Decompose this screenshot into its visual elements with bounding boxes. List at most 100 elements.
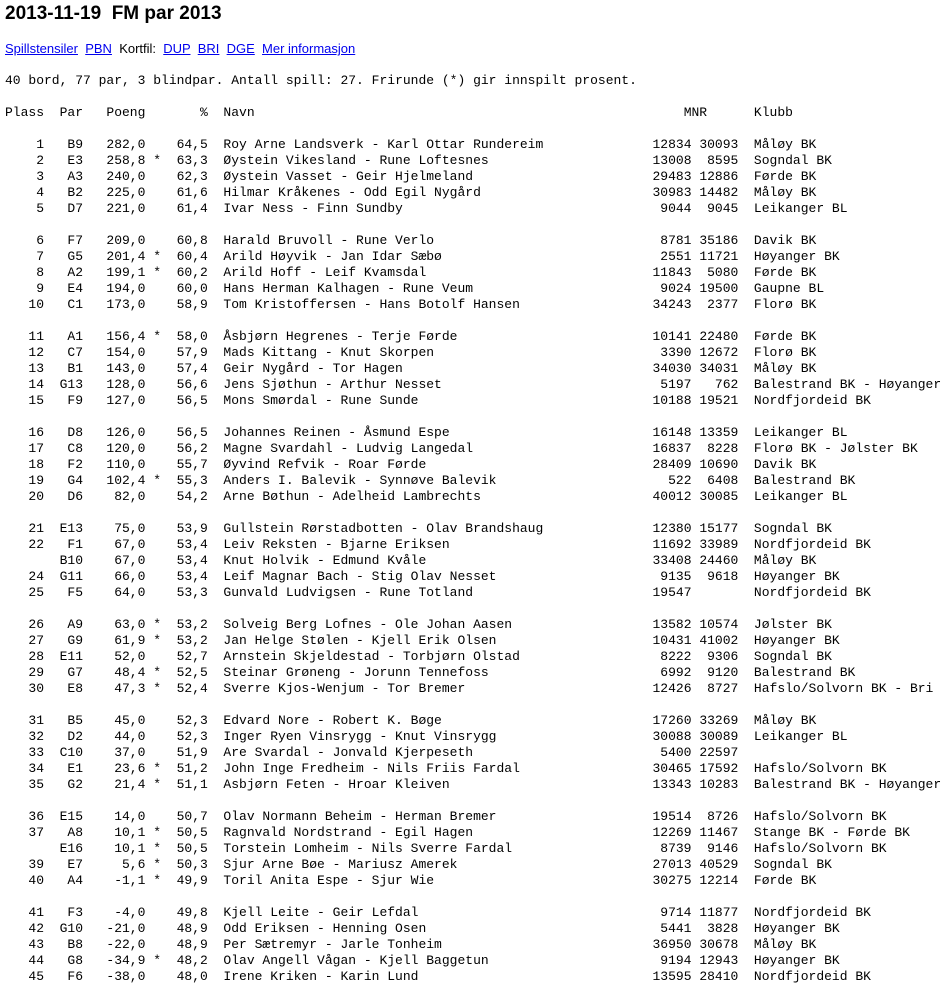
cell-klubb: Sogndal BK <box>753 153 832 168</box>
pbn-link[interactable]: PBN <box>85 41 112 56</box>
bri-link[interactable]: BRI <box>197 41 220 56</box>
cell-navn: Åsbjørn Hegrenes - Terje Førde <box>223 329 458 344</box>
cell-par: E1 <box>67 761 83 776</box>
cell-mnr-2: 10690 <box>699 457 739 472</box>
cell-poeng: 282,0 <box>106 137 146 152</box>
cell-mnr-1: 19547 <box>652 585 692 600</box>
cell-navn: Kjell Leite - Geir Lefdal <box>223 905 419 920</box>
cell-percent: 57,9 <box>176 345 208 360</box>
cell-mnr-1: 9714 <box>660 905 692 920</box>
table-row: B10 67,0 53,4 Knut Holvik - Edmund Kvåle 334… <box>5 553 948 569</box>
table-header: Plass Par Poeng % Navn MNR Klubb <box>5 105 948 121</box>
cell-mnr-1: 11843 <box>652 265 692 280</box>
cell-poeng: 102,4 <box>106 473 146 488</box>
cell-klubb: Høyanger BK <box>753 633 840 648</box>
cell-poeng: 21,4 <box>114 777 146 792</box>
cell-percent: 53,4 <box>176 537 208 552</box>
cell-mnr-1: 16837 <box>652 441 692 456</box>
cell-plass: 14 <box>28 377 44 392</box>
cell-par: G8 <box>67 953 83 968</box>
cell-mnr-1: 13582 <box>652 617 692 632</box>
group-spacer <box>5 601 948 617</box>
cell-mnr-1: 13343 <box>652 777 692 792</box>
cell-poeng: -22,0 <box>106 937 146 952</box>
cell-poeng: 201,4 <box>106 249 146 264</box>
table-row: 34 E1 23,6 * 51,2 John Inge Fredheim - Nils F… <box>5 761 948 777</box>
cell-klubb: Florø BK <box>753 297 817 312</box>
cell-mnr-1: 30275 <box>652 873 692 888</box>
header-percent: % <box>200 105 208 120</box>
cell-frirunde: * <box>153 953 162 968</box>
mer-informasjon-link[interactable]: Mer informasjon <box>262 41 356 56</box>
cell-klubb: Måløy BK <box>753 937 817 952</box>
cell-percent: 49,9 <box>176 873 208 888</box>
cell-plass: 44 <box>28 953 44 968</box>
cell-percent: 53,3 <box>176 585 208 600</box>
cell-plass: 15 <box>28 393 44 408</box>
cell-mnr-1: 17260 <box>652 713 692 728</box>
cell-klubb: Nordfjordeid BK <box>753 905 871 920</box>
cell-par: F5 <box>67 585 83 600</box>
cell-navn: Hans Herman Kalhagen - Rune Veum <box>223 281 474 296</box>
cell-plass: 39 <box>28 857 44 872</box>
cell-mnr-1: 40012 <box>652 489 692 504</box>
table-row: 27 G9 61,9 * 53,2 Jan Helge Stølen - Kjell Er… <box>5 633 948 649</box>
cell-mnr-2: 9306 <box>707 649 739 664</box>
cell-par: A1 <box>67 329 83 344</box>
cell-percent: 48,0 <box>176 969 208 984</box>
cell-mnr-1: 12834 <box>652 137 692 152</box>
cell-frirunde: * <box>153 825 162 840</box>
cell-mnr-1: 12426 <box>652 681 692 696</box>
cell-klubb: Høyanger BK <box>753 953 840 968</box>
cell-mnr-1: 13595 <box>652 969 692 984</box>
cell-mnr-2: 8595 <box>707 153 739 168</box>
group-spacer <box>5 505 948 521</box>
cell-plass: 8 <box>36 265 44 280</box>
table-row: 26 A9 63,0 * 53,2 Solveig Berg Lofnes - Ole J… <box>5 617 948 633</box>
cell-frirunde: * <box>153 665 162 680</box>
cell-frirunde: * <box>153 761 162 776</box>
cell-plass: 18 <box>28 457 44 472</box>
cell-percent: 49,8 <box>176 905 208 920</box>
cell-frirunde: * <box>153 249 162 264</box>
spillstensiler-link[interactable]: Spillstensiler <box>5 41 78 56</box>
cell-percent: 48,9 <box>176 921 208 936</box>
cell-mnr-1: 30465 <box>652 761 692 776</box>
cell-percent: 53,9 <box>176 521 208 536</box>
cell-mnr-2: 762 <box>714 377 739 392</box>
cell-plass: 7 <box>36 249 44 264</box>
cell-poeng: 75,0 <box>114 521 146 536</box>
cell-plass: 45 <box>28 969 44 984</box>
table-row: 13 B1 143,0 57,4 Geir Nygård - Tor Hagen 3403… <box>5 361 948 377</box>
cell-klubb: Balestrand BK <box>753 473 856 488</box>
cell-klubb: Davik BK <box>753 457 817 472</box>
cell-percent: 53,2 <box>176 617 208 632</box>
cell-percent: 58,0 <box>176 329 208 344</box>
cell-percent: 57,4 <box>176 361 208 376</box>
cell-navn: Solveig Berg Lofnes - Ole Johan Aasen <box>223 617 513 632</box>
dup-link[interactable]: DUP <box>163 41 191 56</box>
cell-navn: Knut Holvik - Edmund Kvåle <box>223 553 427 568</box>
cell-navn: Arne Bøthun - Adelheid Lambrechts <box>223 489 481 504</box>
results-table: Plass Par Poeng % Navn MNR Klubb 1 B9 282,… <box>5 105 948 985</box>
cell-par: G2 <box>67 777 83 792</box>
cell-mnr-2: 10283 <box>699 777 739 792</box>
dge-link[interactable]: DGE <box>226 41 255 56</box>
cell-percent: 51,2 <box>176 761 208 776</box>
cell-navn: Leiv Reksten - Bjarne Eriksen <box>223 537 450 552</box>
cell-percent: 64,5 <box>176 137 208 152</box>
table-row: 43 B8 -22,0 48,9 Per Sætremyr - Jarle Tonhei… <box>5 937 948 953</box>
cell-percent: 48,9 <box>176 937 208 952</box>
cell-navn: Asbjørn Feten - Hroar Kleiven <box>223 777 450 792</box>
cell-percent: 63,3 <box>176 153 208 168</box>
cell-mnr-2: 28410 <box>699 969 739 984</box>
cell-plass: 9 <box>36 281 44 296</box>
cell-poeng: 258,8 <box>106 153 146 168</box>
cell-plass: 5 <box>36 201 44 216</box>
table-row: 42 G10 -21,0 48,9 Odd Eriksen - Henning Osen… <box>5 921 948 937</box>
cell-klubb: Høyanger BK <box>753 249 840 264</box>
cell-percent: 56,2 <box>176 441 208 456</box>
cell-navn: Øystein Vasset - Geir Hjelmeland <box>223 169 474 184</box>
cell-mnr-1: 16148 <box>652 425 692 440</box>
cell-navn: Are Svardal - Jonvald Kjerpeseth <box>223 745 474 760</box>
